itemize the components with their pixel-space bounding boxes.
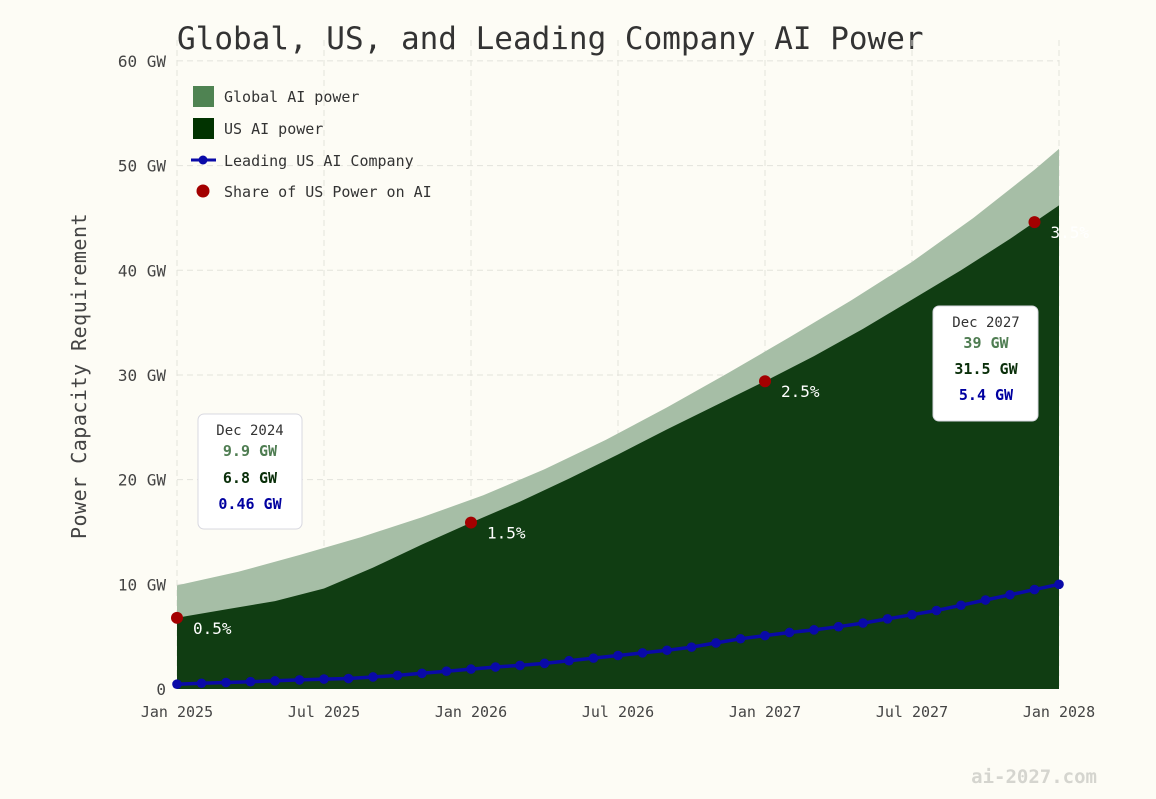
leading-company-marker[interactable] (1005, 589, 1015, 600)
legend-label-us: US AI power (224, 120, 323, 138)
share-label: 3.5% (1051, 223, 1090, 242)
x-tick-label: Jan 2025 (141, 703, 213, 721)
legend-label-company: Leading US AI Company (224, 152, 414, 170)
y-tick-label: 20 GW (118, 471, 167, 490)
leading-company-marker[interactable] (588, 653, 599, 663)
y-tick-label: 0 (156, 680, 166, 699)
leading-company-marker[interactable] (760, 630, 770, 641)
leading-company-marker[interactable] (392, 670, 403, 681)
leading-company-marker[interactable] (931, 605, 942, 616)
share-point[interactable] (759, 375, 771, 388)
leading-company-marker[interactable] (196, 678, 207, 689)
leading-company-marker[interactable] (956, 600, 966, 611)
tooltip-dec-2027: Dec 2027 39 GW 31.5 GW 5.4 GW (932, 305, 1039, 422)
y-tick-label: 50 GW (118, 157, 167, 176)
tooltip-dec-2027-global: 39 GW (963, 334, 1009, 352)
watermark: ai-2027.com (971, 766, 1097, 788)
tooltip-dec-2027-box (932, 305, 1039, 422)
leading-company-marker[interactable] (882, 614, 893, 624)
leading-company-marker[interactable] (245, 676, 256, 687)
leading-company-marker[interactable] (221, 677, 231, 688)
leading-company-marker[interactable] (343, 673, 354, 684)
share-label: 1.5% (487, 524, 526, 543)
leading-company-marker[interactable] (637, 648, 648, 658)
leading-company-marker[interactable] (711, 638, 721, 648)
leading-company-marker[interactable] (172, 679, 182, 689)
leading-company-marker[interactable] (686, 642, 697, 652)
tooltip-dec-2024-box (197, 413, 303, 530)
legend-label-global: Global AI power (224, 88, 359, 106)
tooltip-dec-2027-company: 5.4 GW (959, 386, 1014, 404)
tooltip-dec-2024-us: 6.8 GW (223, 469, 278, 487)
share-points: 0.5% 1.5% 2.5% 3.5% (171, 216, 1089, 638)
x-tick-label: Jan 2026 (435, 703, 507, 721)
legend-swatch-us (193, 118, 214, 139)
tooltip-dec-2024: Dec 2024 9.9 GW 6.8 GW 0.46 GW (197, 413, 303, 530)
leading-company-marker[interactable] (515, 660, 525, 671)
leading-company-marker[interactable] (784, 627, 795, 638)
tooltip-dec-2024-global: 9.9 GW (223, 442, 278, 460)
leading-company-marker[interactable] (980, 595, 991, 605)
leading-company-marker[interactable] (1054, 579, 1064, 590)
chart-title: Global, US, and Leading Company AI Power (177, 21, 924, 57)
leading-company-marker[interactable] (319, 674, 329, 684)
x-tick-label: Jan 2027 (729, 703, 801, 721)
x-axis-ticks: Jan 2025 Jul 2025 Jan 2026 Jul 2026 Jan 2027… (141, 703, 1095, 721)
tooltip-dec-2024-company: 0.46 GW (218, 495, 282, 513)
leading-company-marker[interactable] (858, 618, 868, 628)
leading-company-series (172, 579, 1064, 689)
y-tick-label: 30 GW (118, 366, 167, 385)
legend-swatch-company-marker (198, 155, 208, 165)
leading-company-marker[interactable] (417, 668, 427, 679)
leading-company-marker[interactable] (907, 609, 917, 620)
share-label: 2.5% (781, 382, 820, 401)
us-ai-power-area[interactable] (177, 205, 1059, 689)
leading-company-marker[interactable] (662, 645, 672, 656)
leading-company-marker[interactable] (466, 664, 476, 674)
leading-company-marker[interactable] (270, 676, 280, 686)
legend-swatch-global (193, 86, 214, 107)
leading-company-marker[interactable] (368, 672, 378, 682)
area-layer (177, 148, 1059, 689)
share-point[interactable] (465, 516, 477, 529)
leading-company-marker[interactable] (294, 675, 305, 685)
y-tick-label: 40 GW (118, 261, 167, 280)
x-tick-label: Jul 2025 (288, 703, 360, 721)
y-tick-label: 10 GW (118, 575, 167, 594)
share-label: 0.5% (193, 619, 232, 638)
leading-company-marker[interactable] (441, 666, 452, 677)
legend-swatch-share (196, 184, 210, 198)
legend-label-share: Share of US Power on AI (224, 183, 432, 201)
tooltip-dec-2027-date: Dec 2027 (952, 315, 1019, 331)
y-tick-label: 60 GW (118, 52, 167, 71)
x-tick-label: Jan 2028 (1023, 703, 1095, 721)
leading-company-marker[interactable] (735, 633, 746, 644)
tooltip-dec-2024-date: Dec 2024 (216, 423, 283, 439)
legend: Global AI power US AI power Leading US A… (191, 86, 432, 201)
leading-company-marker[interactable] (809, 625, 819, 635)
y-axis-label: Power Capacity Requirement (67, 213, 91, 539)
x-tick-label: Jul 2027 (876, 703, 948, 721)
y-axis-ticks: 0 10 GW 20 GW 30 GW 40 GW 50 GW 60 GW (118, 52, 167, 699)
leading-company-marker[interactable] (490, 662, 501, 672)
leading-company-marker[interactable] (613, 650, 623, 661)
leading-company-marker[interactable] (1029, 584, 1040, 595)
leading-company-marker[interactable] (564, 655, 574, 666)
leading-company-marker[interactable] (539, 658, 550, 669)
share-point[interactable] (1028, 216, 1041, 229)
leading-company-marker[interactable] (833, 621, 844, 632)
share-point[interactable] (171, 611, 183, 624)
tooltip-dec-2027-us: 31.5 GW (954, 360, 1018, 378)
x-tick-label: Jul 2026 (582, 703, 654, 721)
